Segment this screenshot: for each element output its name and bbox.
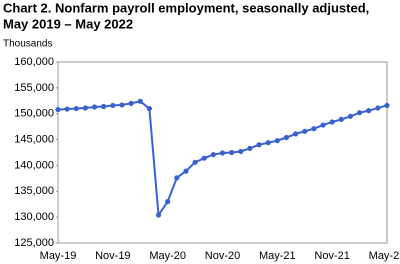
data-point xyxy=(82,105,89,111)
y-unit-label: Thousands xyxy=(3,39,52,50)
data-point xyxy=(311,126,317,132)
y-tick-label: 140,000 xyxy=(14,159,54,171)
plot-frame xyxy=(57,61,388,244)
data-point xyxy=(265,140,271,146)
data-point xyxy=(338,116,344,123)
data-point xyxy=(165,199,171,205)
y-tick-label: 145,000 xyxy=(14,133,54,145)
data-point xyxy=(384,102,390,109)
data-point xyxy=(55,106,61,113)
data-point xyxy=(256,142,262,148)
data-point xyxy=(119,102,125,108)
data-point xyxy=(183,168,189,174)
y-tick-label: 150,000 xyxy=(14,108,54,120)
data-point xyxy=(274,138,280,144)
data-point xyxy=(219,150,226,156)
data-point xyxy=(91,104,98,110)
data-point xyxy=(247,145,253,151)
data-point xyxy=(155,212,162,218)
data-point xyxy=(347,113,354,119)
data-point xyxy=(293,131,299,137)
data-point xyxy=(229,149,235,156)
data-point xyxy=(238,148,244,155)
x-tick-label: May-22 xyxy=(369,250,400,262)
data-point xyxy=(101,103,107,110)
y-tick-label: 130,000 xyxy=(14,211,54,223)
data-point xyxy=(329,119,335,125)
y-tick-label: 125,000 xyxy=(14,237,54,249)
data-point xyxy=(366,108,372,114)
data-point xyxy=(137,98,143,104)
data-point xyxy=(320,122,326,128)
x-tick-label: May-19 xyxy=(40,250,77,262)
data-point xyxy=(73,105,79,112)
y-tick-label: 160,000 xyxy=(14,56,54,68)
data-point xyxy=(356,110,363,116)
data-point xyxy=(128,100,134,106)
x-tick-label: May-20 xyxy=(149,250,186,262)
x-tick-label: Nov-20 xyxy=(205,250,240,262)
chart-title: Chart 2. Nonfarm payroll employment, sea… xyxy=(3,0,369,15)
data-point xyxy=(192,159,198,165)
y-tick-label: 155,000 xyxy=(14,82,54,94)
data-point xyxy=(283,134,290,141)
x-tick-label: Nov-21 xyxy=(314,250,349,262)
series-line xyxy=(57,100,388,218)
data-point xyxy=(64,106,70,112)
data-point xyxy=(302,128,308,134)
y-tick-label: 135,000 xyxy=(14,185,54,197)
data-point xyxy=(201,155,207,161)
chart-title: May 2019 – May 2022 xyxy=(3,16,133,31)
data-point xyxy=(110,102,116,109)
x-tick-label: Nov-19 xyxy=(95,250,130,262)
x-tick-label: May-21 xyxy=(259,250,296,262)
data-point xyxy=(375,105,381,111)
data-point xyxy=(210,151,216,158)
data-point xyxy=(174,175,180,181)
data-point xyxy=(146,105,152,112)
